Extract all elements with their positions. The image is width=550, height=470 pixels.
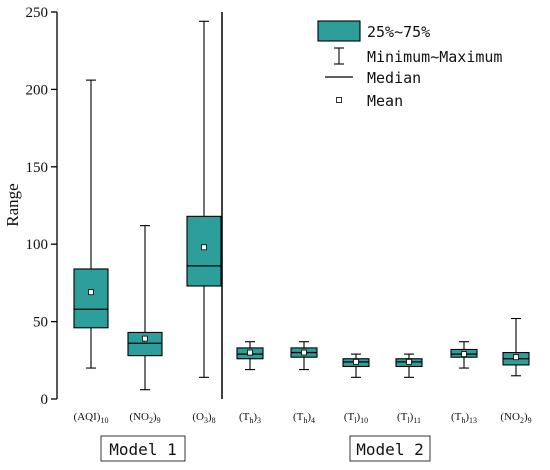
mean-marker [353, 358, 359, 365]
legend-mean-swatch [336, 97, 342, 103]
box-1-0 [236, 341, 264, 371]
x-tick-label: (O3)8 [192, 411, 215, 425]
y-axis: 0 50 100 150 200 250 [26, 5, 58, 408]
mean-marker [247, 349, 253, 356]
x-tick-label: (Th)13 [451, 411, 477, 425]
box-1-1 [290, 341, 318, 371]
iqr-box [73, 268, 109, 329]
x-tick-label: (AQI)10 [74, 411, 109, 425]
y-tick-label: 0 [41, 392, 49, 408]
x-tick-label: (NO2)9 [500, 411, 531, 425]
group-label-frame [100, 435, 186, 462]
box-0-1 [127, 225, 163, 391]
x-tick-label: (Th)4 [293, 411, 315, 425]
x-tick-label: (Tl)11 [397, 411, 421, 425]
mean-marker [461, 351, 467, 358]
box-1-5 [502, 317, 530, 377]
legend-item-label: Minimum~Maximum [367, 48, 502, 66]
group-label: Model 2 [356, 440, 423, 459]
mean-marker [142, 335, 148, 342]
legend: 25%~75% Minimum~Maximum Median Mean [317, 20, 502, 110]
y-tick-label: 250 [26, 5, 49, 21]
y-tick-label: 200 [26, 82, 49, 98]
legend-box-swatch [317, 20, 361, 42]
x-tick-label: (Tl)10 [344, 411, 368, 425]
group-label: Model 1 [109, 440, 176, 459]
legend-item-label: 25%~75% [367, 23, 430, 41]
box-1-4 [450, 341, 478, 369]
x-tick-label: (NO2)9 [129, 411, 160, 425]
group-labels: Model 1 Model 2 [100, 435, 431, 462]
x-tick-labels: (AQI)10 (NO2)9 (O3)8 (Th)3 (Th)4 (Tl)10 (Tl)11… [74, 411, 532, 425]
iqr-box [186, 215, 222, 287]
iqr-box [127, 331, 163, 357]
box-0-2 [186, 20, 222, 378]
y-tick-label: 50 [33, 315, 48, 331]
boxes-layer [73, 20, 530, 391]
mean-marker [301, 349, 307, 356]
group-label-frame [349, 435, 431, 462]
x-tick-label: (Th)3 [239, 411, 261, 425]
y-axis-label: Range [3, 183, 22, 226]
box-0-0 [73, 79, 109, 369]
mean-marker [88, 289, 94, 296]
y-tick-label: 150 [26, 160, 49, 176]
mean-marker [513, 354, 519, 361]
box-1-3 [395, 353, 423, 378]
box-1-2 [342, 353, 370, 378]
mean-marker [406, 358, 412, 365]
legend-item-label: Median [367, 69, 421, 87]
mean-marker [201, 244, 207, 251]
legend-item-label: Mean [367, 92, 403, 110]
y-tick-label: 100 [26, 237, 49, 253]
